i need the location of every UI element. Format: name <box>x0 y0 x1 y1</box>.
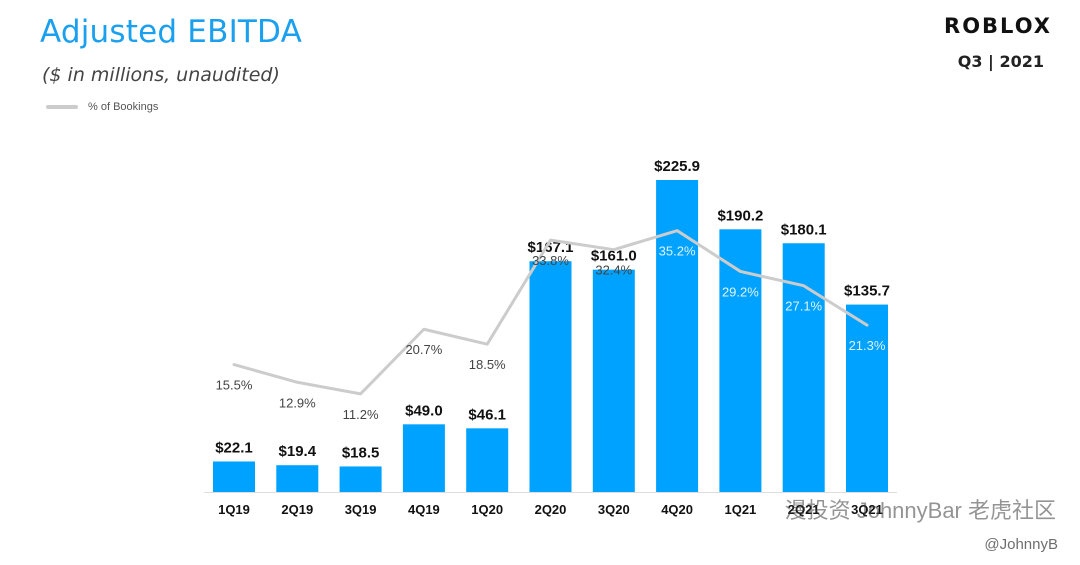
bookings-pct-label-1Q19: 15.5% <box>216 378 253 393</box>
category-label-3Q19: 3Q19 <box>345 502 377 517</box>
chart-title: Adjusted EBITDA <box>40 14 302 50</box>
legend-label: % of Bookings <box>88 101 159 113</box>
roblox-logo: ROBLOX <box>944 14 1052 38</box>
bar-label-3Q21: $135.7 <box>844 283 890 300</box>
bar-label-3Q19: $18.5 <box>342 444 380 461</box>
category-label-1Q19: 1Q19 <box>218 502 250 517</box>
bar-2Q21 <box>782 243 825 492</box>
bookings-pct-line <box>232 229 869 396</box>
bar-label-2Q21: $180.1 <box>781 221 827 238</box>
bookings-pct-label-3Q20: 32.4% <box>595 263 632 278</box>
bar-label-2Q20: $167.1 <box>528 239 574 256</box>
bar-2Q20 <box>529 261 572 492</box>
category-label-4Q20: 4Q20 <box>661 502 693 517</box>
bar-label-1Q21: $190.2 <box>717 207 763 224</box>
category-label-4Q19: 4Q19 <box>408 502 440 517</box>
bookings-pct-label-3Q21: 21.3% <box>849 338 886 353</box>
category-label-3Q20: 3Q20 <box>598 502 630 517</box>
bar-1Q20 <box>466 428 509 492</box>
category-label-1Q20: 1Q20 <box>471 502 503 517</box>
bookings-pct-label-3Q19: 11.2% <box>343 407 379 422</box>
bookings-pct-label-2Q21: 27.1% <box>785 299 822 314</box>
category-label-2Q21: 2Q21 <box>788 502 820 517</box>
brand-block: ROBLOX Q3 | 2021 <box>944 14 1052 71</box>
bookings-pct-label-1Q21: 29.2% <box>722 284 759 299</box>
category-label-3Q21: 3Q21 <box>851 502 883 517</box>
chart-subtitle: ($ in millions, unaudited) <box>42 64 280 86</box>
bar-3Q21 <box>846 304 888 492</box>
bar-1Q19 <box>213 461 255 492</box>
bar-label-1Q19: $22.1 <box>215 439 253 456</box>
bar-4Q19 <box>402 424 445 492</box>
legend-line-swatch <box>46 105 78 109</box>
bookings-pct-label-4Q20: 35.2% <box>659 244 696 259</box>
bar-2Q19 <box>276 465 319 492</box>
bar-label-1Q20: $46.1 <box>468 406 506 423</box>
bookings-pct-label-1Q20: 18.5% <box>469 357 506 372</box>
category-label-2Q19: 2Q19 <box>281 502 313 517</box>
bar-label-3Q20: $161.0 <box>591 248 637 265</box>
legend: % of Bookings <box>46 101 158 113</box>
bookings-pct-label-2Q20: 33.8% <box>532 253 569 268</box>
watermark-handle: @JohnnyB <box>984 536 1058 553</box>
bar-label-2Q19: $19.4 <box>279 443 317 460</box>
bar-4Q20 <box>656 180 699 492</box>
report-period: Q3 | 2021 <box>957 52 1044 71</box>
category-label-1Q21: 1Q21 <box>724 502 756 517</box>
bar-label-4Q19: $49.0 <box>405 402 443 419</box>
bar-3Q19 <box>339 466 382 492</box>
bar-3Q20 <box>592 269 635 492</box>
bookings-pct-label-2Q19: 12.9% <box>279 395 316 410</box>
bookings-pct-label-4Q19: 20.7% <box>405 342 442 357</box>
watermark: 漫投资 JohnnyBar 老虎社区 <box>784 498 1056 523</box>
category-label-2Q20: 2Q20 <box>535 502 567 517</box>
bar-1Q21 <box>719 229 762 493</box>
bar-label-4Q20: $225.9 <box>654 158 700 175</box>
